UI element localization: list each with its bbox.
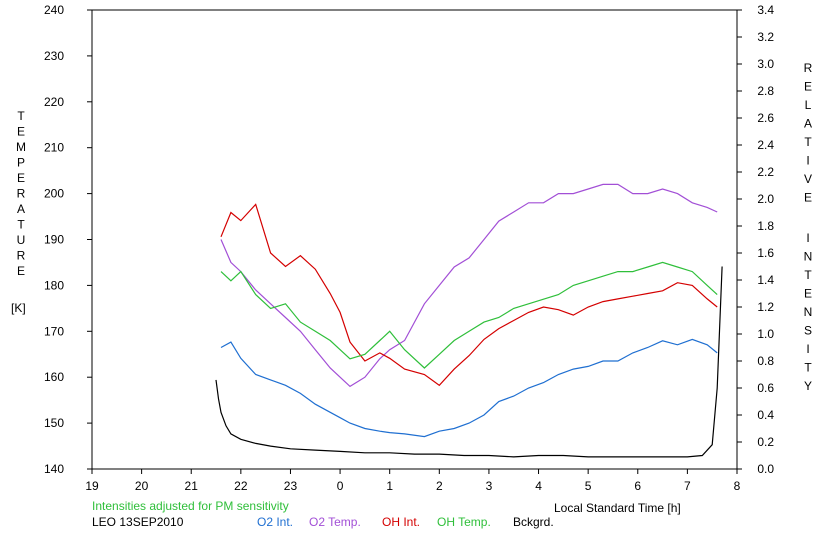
y-right-label-letter: T [804, 268, 812, 282]
y-left-tick-label: 230 [44, 49, 64, 63]
legend-item: O2 Temp. [309, 515, 361, 529]
y-left-label-letter: E [17, 264, 25, 278]
series-oh-int-line [220, 203, 718, 387]
y-left-tick-label: 190 [44, 233, 64, 247]
y-right-label-letter: A [804, 117, 812, 131]
legend: O2 Int. O2 Temp. OH Int. OH Temp. Bckgrd. [257, 515, 554, 529]
series-lines [215, 183, 723, 458]
x-tick-label: 1 [386, 479, 393, 493]
station-label: LEO 13SEP2010 [92, 515, 184, 529]
y-left-tick-label: 220 [44, 95, 64, 109]
y-left-label-letter: T [17, 109, 25, 123]
y-right-label-letter: Y [804, 379, 812, 393]
y-right-tick-label: 1.2 [757, 300, 774, 314]
y-right-label-letter: N [804, 250, 813, 264]
y-left-label-letter: M [16, 140, 26, 154]
y-right-tick-label: 3.4 [757, 3, 774, 17]
y-right-label-letter: V [804, 172, 812, 186]
y-right-label-letter: E [804, 191, 812, 205]
legend-item: OH Temp. [437, 515, 491, 529]
y-left-label-letter: R [17, 187, 26, 201]
y-right-tick-label: 2.4 [757, 138, 774, 152]
y-right-label-letter: L [805, 98, 812, 112]
y-left-label-letter: P [17, 156, 25, 170]
x-tick-label: 8 [734, 479, 741, 493]
x-tick-label: 20 [135, 479, 149, 493]
y-right-tick-label: 1.8 [757, 219, 774, 233]
x-axis: 19 20 21 22 23 0 1 2 3 4 5 6 7 8 [85, 469, 741, 493]
y-right-tick-label: 1.6 [757, 246, 774, 260]
y-left-tick-label: 180 [44, 278, 64, 292]
y-right-label-letter: I [806, 231, 809, 245]
x-tick-label: 19 [85, 479, 99, 493]
y-left-tick-label: 170 [44, 324, 64, 338]
y-left-tick-label: 160 [44, 370, 64, 384]
legend-item: OH Int. [382, 515, 420, 529]
y-right-tick-label: 2.0 [757, 192, 774, 206]
y-left-label-letter: R [17, 249, 26, 263]
x-tick-label: 22 [234, 479, 248, 493]
y-right-label-letter: T [804, 361, 812, 375]
y-right-label-letter: E [804, 80, 812, 94]
y-right-label-letter: N [804, 305, 813, 319]
series-o2-int-line [220, 338, 718, 438]
y-right-tick-label: 2.8 [757, 84, 774, 98]
y-left-tick-label: 210 [44, 141, 64, 155]
y-left-tick-label: 240 [44, 3, 64, 17]
y-right-label-letter: I [806, 154, 809, 168]
x-tick-label: 6 [634, 479, 641, 493]
y-left-label-letter: T [17, 218, 25, 232]
y-right-tick-label: 0.2 [757, 435, 774, 449]
legend-item: Bckgrd. [513, 515, 554, 529]
x-tick-label: 2 [436, 479, 443, 493]
y-right-tick-label: 0.8 [757, 354, 774, 368]
y-right-tick-label: 3.2 [757, 30, 774, 44]
x-tick-label: 4 [535, 479, 542, 493]
y-right-tick-label: 0.6 [757, 381, 774, 395]
y-left-tick-label: 150 [44, 416, 64, 430]
y-left-label-letter: E [17, 171, 25, 185]
x-tick-label: 5 [585, 479, 592, 493]
y-axis-left: 140 150 160 170 180 190 200 210 220 230 240 [44, 3, 92, 476]
y-axis-left-unit: [K] [11, 301, 26, 315]
y-right-tick-label: 0.0 [757, 462, 774, 476]
y-right-tick-label: 2.6 [757, 111, 774, 125]
x-tick-label: 21 [185, 479, 199, 493]
y-left-label-letter: E [17, 125, 25, 139]
y-left-tick-label: 140 [44, 462, 64, 476]
series-oh-temp-line [220, 261, 718, 369]
y-axis-right: 0.0 0.2 0.4 0.6 0.8 1.0 1.2 1.4 1.6 1.8 2.0 2.2 2.4 2… [737, 3, 774, 476]
y-right-label-letter: T [804, 135, 812, 149]
x-tick-label: 3 [486, 479, 493, 493]
y-right-label-letter: I [806, 342, 809, 356]
chart-note: Intensities adjusted for PM sensitivity [92, 499, 289, 513]
x-tick-label: 7 [684, 479, 691, 493]
y-right-tick-label: 1.4 [757, 273, 774, 287]
y-right-label-letter: E [804, 287, 812, 301]
y-left-label-letter: A [17, 202, 25, 216]
y-right-label-letter: S [804, 324, 812, 338]
legend-item: O2 Int. [257, 515, 293, 529]
y-right-tick-label: 2.2 [757, 165, 774, 179]
y-right-label-letter: R [804, 61, 813, 75]
y-right-tick-label: 0.4 [757, 408, 774, 422]
x-axis-label: Local Standard Time [h] [554, 501, 681, 515]
series-o2-temp-line [220, 183, 718, 388]
y-right-tick-label: 3.0 [757, 57, 774, 71]
x-tick-label: 0 [337, 479, 344, 493]
x-tick-label: 23 [284, 479, 298, 493]
series-bckgrd-line [215, 266, 723, 458]
y-right-tick-label: 1.0 [757, 327, 774, 341]
y-left-label-letter: U [17, 233, 26, 247]
y-left-tick-label: 200 [44, 187, 64, 201]
plot-area [91, 9, 738, 470]
